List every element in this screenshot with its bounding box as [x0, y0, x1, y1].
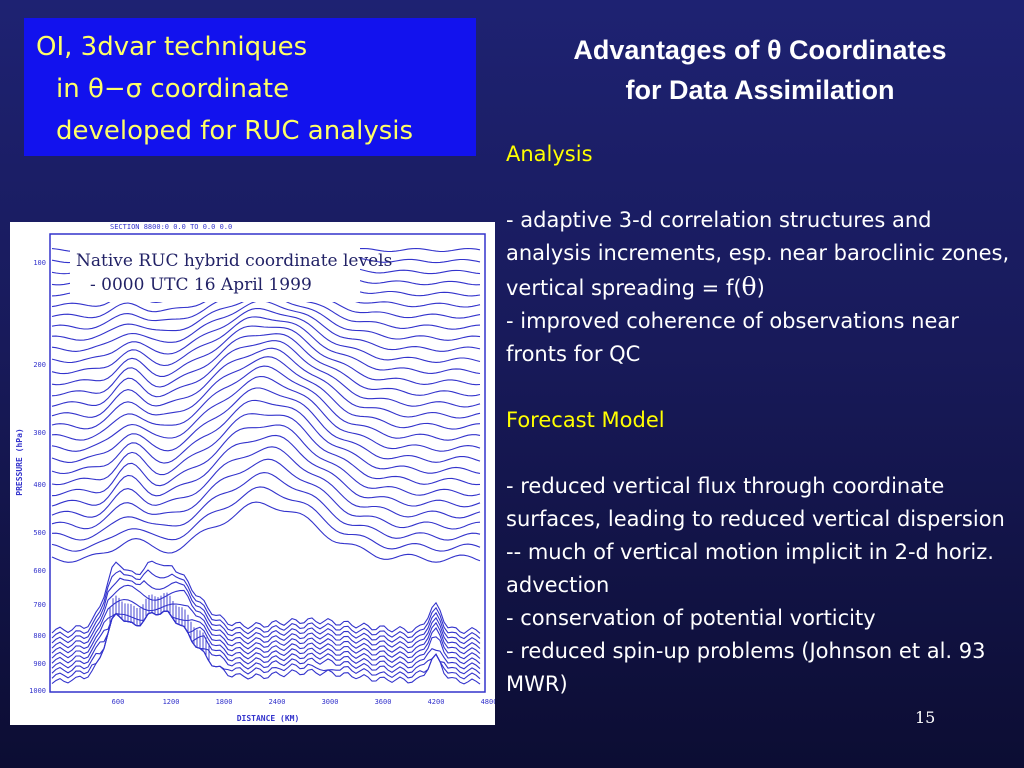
- coordinate-level-line: [51, 560, 481, 635]
- coordinate-level-line: [51, 610, 481, 660]
- coordinate-level-line: [51, 340, 481, 408]
- x-tick-label: 1800: [216, 698, 233, 706]
- coordinate-level-line: [51, 472, 481, 541]
- coordinate-level-line: [51, 610, 481, 670]
- title-line-3: developed for RUC analysis: [56, 116, 414, 146]
- coordinate-level-line: [51, 569, 481, 640]
- x-tick-label: 4200: [428, 698, 445, 706]
- coordinate-levels-figure: SECTION 8800:0 0.0 TO 0.0 0.0 Native RUC…: [10, 222, 495, 725]
- coordinate-level-line: [51, 501, 481, 563]
- y-tick-label: 900: [33, 660, 46, 668]
- title-line-1: OI, 3dvar techniques: [36, 32, 308, 62]
- y-tick-label: 800: [33, 632, 46, 640]
- analysis-bullet-1-close: ): [756, 276, 765, 300]
- slide-title-line-2: for Data Assimilation: [625, 75, 895, 105]
- y-tick-label: 700: [33, 601, 46, 609]
- title-line-2: in θ−σ coordinate: [56, 74, 290, 104]
- x-tick-label: 600: [112, 698, 125, 706]
- x-tick-label: 3600: [375, 698, 392, 706]
- coordinate-level-line: [51, 347, 481, 419]
- x-tick-label: 4800: [481, 698, 495, 706]
- figure-annotation-line-2: - 0000 UTC 16 April 1999: [90, 275, 312, 295]
- coordinate-level-line: [51, 424, 481, 497]
- x-axis-label: DISTANCE (KM): [237, 714, 300, 723]
- y-axis-ticks: 100 200 300 400 500 600 700 800 900 1000: [29, 259, 46, 695]
- annotation-background: [70, 242, 360, 302]
- x-tick-label: 1200: [163, 698, 180, 706]
- coordinate-level-line: [51, 325, 481, 386]
- y-tick-label: 400: [33, 481, 46, 489]
- coordinate-level-line: [51, 316, 481, 375]
- y-tick-label: 300: [33, 429, 46, 437]
- analysis-bullet-2: - improved coherence of observations nea…: [506, 309, 959, 366]
- coordinate-level-line: [51, 356, 481, 430]
- slide-title-line-1: Advantages of θ Coordinates: [573, 35, 947, 65]
- terrain-hatching: [109, 592, 210, 662]
- forecast-model-heading: Forecast Model: [506, 408, 665, 432]
- body-text: Analysis - adaptive 3-d correlation stru…: [506, 138, 1018, 701]
- coordinate-level-line: [51, 365, 481, 441]
- figure-header: SECTION 8800:0 0.0 TO 0.0 0.0: [110, 223, 232, 231]
- coordinate-level-line: [51, 610, 481, 685]
- spacer: [506, 437, 1018, 470]
- theta-symbol: θ: [741, 272, 757, 301]
- y-axis-label: PRESSURE (hPa): [15, 428, 24, 495]
- coordinate-level-line: [51, 375, 481, 452]
- plot-frame: [49, 233, 486, 693]
- y-tick-label: 600: [33, 567, 46, 575]
- coordinate-level-line: [51, 598, 481, 655]
- forecast-bullet-2: - conservation of potential vorticity: [506, 606, 876, 630]
- coordinate-level-line: [51, 333, 481, 397]
- coordinate-level-line: [51, 446, 481, 519]
- x-tick-label: 3000: [322, 698, 339, 706]
- y-tick-label: 1000: [29, 687, 46, 695]
- analysis-bullet-1-text: - adaptive 3-d correlation structures an…: [506, 208, 1010, 300]
- cross-section-plot: SECTION 8800:0 0.0 TO 0.0 0.0 Native RUC…: [15, 223, 495, 723]
- coordinate-level-line: [51, 387, 481, 463]
- coordinate-level-line: [51, 458, 481, 530]
- slide-title: Advantages of θ Coordinates for Data Ass…: [500, 30, 1020, 110]
- title-box: OI, 3dvar techniques in θ−σ coordinate d…: [24, 18, 476, 156]
- analysis-heading: Analysis: [506, 142, 593, 166]
- spacer: [506, 371, 1018, 404]
- y-tick-label: 500: [33, 529, 46, 537]
- analysis-bullet-1: - adaptive 3-d correlation structures an…: [506, 204, 1018, 305]
- figure-annotation-line-1: Native RUC hybrid coordinate levels: [76, 251, 392, 271]
- page-number: 15: [915, 708, 936, 727]
- x-axis-ticks: 600 1200 1800 2400 3000 3600 4200 4800: [112, 698, 495, 706]
- x-tick-label: 2400: [269, 698, 286, 706]
- y-tick-label: 100: [33, 259, 46, 267]
- coordinate-level-line: [51, 413, 481, 486]
- hybrid-coordinate-levels: [51, 247, 481, 685]
- forecast-bullet-3: - reduced spin-up problems (Johnson et a…: [506, 639, 986, 696]
- coordinate-level-line: [51, 486, 481, 552]
- coordinate-level-line: [51, 584, 481, 650]
- coordinate-level-line: [51, 399, 481, 475]
- forecast-bullet-1: - reduced vertical flux through coordina…: [506, 474, 1005, 597]
- y-tick-label: 200: [33, 361, 46, 369]
- coordinate-level-line: [51, 307, 481, 364]
- coordinate-level-line: [51, 577, 481, 645]
- coordinate-level-line: [51, 434, 481, 508]
- spacer: [506, 171, 1018, 204]
